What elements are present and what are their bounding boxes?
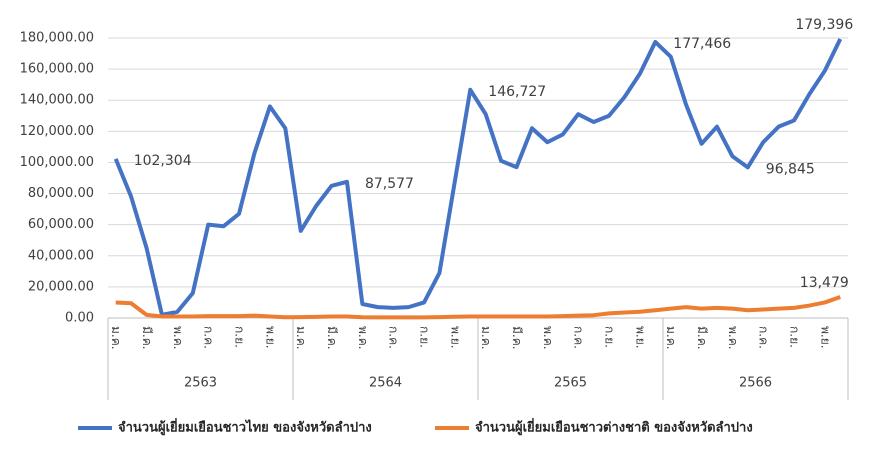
y-tick-label: 60,000.00 <box>28 217 94 232</box>
x-tick-label: ม.ค. <box>294 326 308 350</box>
x-tick-label: ก.ค. <box>387 326 401 349</box>
x-tick-label: มี.ค. <box>695 326 709 350</box>
series-line <box>113 38 843 317</box>
legend-label: จำนวนผู้เยี่ยมเยือนชาวต่างชาติ ของจังหวั… <box>475 418 753 436</box>
y-tick-label: 120,000.00 <box>20 124 94 139</box>
x-tick-label: ม.ค. <box>109 326 123 350</box>
legend-label: จำนวนผู้เยี่ยมเยือนชาวไทย ของจังหวัดลำปา… <box>118 418 372 436</box>
data-label: 13,479 <box>800 275 849 291</box>
group-label: 2565 <box>554 376 587 391</box>
x-tick-label: พ.ค. <box>171 326 185 350</box>
x-tick-label: ก.ย. <box>788 326 802 348</box>
y-tick-label: 100,000.00 <box>20 155 94 170</box>
x-tick-label: ม.ค. <box>479 326 493 350</box>
y-tick-label: 0.00 <box>65 311 94 326</box>
data-label: 179,396 <box>795 17 853 33</box>
y-tick-label: 80,000.00 <box>28 186 94 201</box>
x-tick-label: ก.ค. <box>757 326 771 349</box>
x-tick-label: ก.ย. <box>233 326 247 348</box>
group-label: 2566 <box>739 376 772 391</box>
x-tick-label: พ.ค. <box>541 326 555 350</box>
data-label: 146,727 <box>488 84 546 100</box>
group-label: 2564 <box>369 376 402 391</box>
y-tick-label: 180,000.00 <box>20 31 94 46</box>
group-label: 2563 <box>184 376 217 391</box>
x-tick-label: พ.ค. <box>356 326 370 350</box>
x-tick-label: ก.ค. <box>202 326 216 349</box>
y-tick-label: 140,000.00 <box>20 93 94 108</box>
x-tick-label: พ.ย. <box>263 326 277 349</box>
x-tick-label: ก.ย. <box>418 326 432 348</box>
x-tick-label: มี.ค. <box>140 326 154 350</box>
series-line <box>115 295 841 320</box>
x-tick-label: ม.ค. <box>664 326 678 350</box>
x-tick-label: พ.ค. <box>726 326 740 350</box>
x-tick-label: พ.ย. <box>818 326 832 349</box>
data-label: 87,577 <box>365 176 414 192</box>
legend: จำนวนผู้เยี่ยมเยือนชาวไทย ของจังหวัดลำปา… <box>78 418 753 436</box>
x-tick-label: มี.ค. <box>510 326 524 350</box>
x-tick-label: ก.ค. <box>572 326 586 349</box>
data-label: 102,304 <box>134 153 192 169</box>
x-tick-label: มี.ค. <box>325 326 339 350</box>
x-tick-label: พ.ย. <box>448 326 462 349</box>
y-tick-label: 40,000.00 <box>28 248 94 263</box>
x-tick-label: ก.ย. <box>603 326 617 348</box>
y-tick-label: 20,000.00 <box>28 279 94 294</box>
data-label: 96,845 <box>766 161 815 177</box>
y-tick-label: 160,000.00 <box>20 62 94 77</box>
x-tick-label: พ.ย. <box>633 326 647 349</box>
data-label: 177,466 <box>673 36 731 52</box>
